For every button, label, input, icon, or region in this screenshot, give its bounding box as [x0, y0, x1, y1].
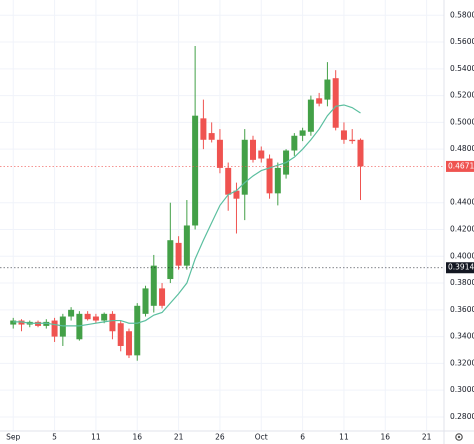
y-tick-label: 0.58000 [450, 10, 474, 19]
x-tick-label: 5 [52, 433, 57, 442]
gear-ring [455, 433, 463, 441]
candle-body [291, 135, 298, 151]
candle-body [43, 321, 50, 326]
candle-body [299, 130, 306, 136]
candle-body [92, 316, 99, 321]
x-tick-label: 26 [215, 433, 225, 442]
moving-average [13, 104, 361, 327]
candle-body [150, 265, 157, 306]
x-tick-label: 21 [422, 433, 432, 442]
candle-body [349, 139, 356, 142]
candle-body [125, 331, 132, 356]
candle-body [216, 139, 223, 168]
candle-body [35, 321, 42, 326]
settings-icon[interactable] [455, 433, 463, 441]
candle-body [159, 288, 166, 306]
price-label: 0.46711 [448, 161, 474, 170]
candle-body [142, 288, 149, 314]
candle-body [274, 167, 281, 194]
x-tick-label: Oct [255, 433, 268, 442]
candle-body [332, 78, 339, 128]
x-tick-label: 16 [132, 433, 142, 442]
price-label: 0.39143 [448, 263, 474, 272]
candle-body [109, 313, 116, 332]
candle-body [84, 313, 91, 320]
candle-body [134, 305, 141, 356]
candle-body [225, 167, 232, 195]
x-tick-label: 11 [339, 433, 349, 442]
price-label-box [446, 262, 474, 274]
price-label-box [446, 160, 474, 172]
candle-body [200, 118, 207, 140]
candle-body [167, 240, 174, 280]
x-tick-label: 11 [91, 433, 101, 442]
candle-body [101, 313, 108, 321]
candle-body [76, 313, 83, 340]
grid [0, 0, 444, 431]
gear-center [457, 435, 461, 439]
candle-body [340, 130, 347, 140]
candle-body [175, 242, 182, 266]
candle-body [324, 79, 331, 100]
candle-body [68, 309, 75, 317]
candle-body [51, 320, 58, 337]
x-tick-label: 16 [381, 433, 391, 442]
candle-body [258, 150, 265, 159]
plot-area [0, 46, 444, 361]
candle-body [233, 190, 240, 199]
candle-body [117, 323, 124, 346]
candle-body [316, 98, 323, 104]
candle-body [192, 115, 199, 226]
candle-body [241, 139, 248, 195]
candle-body [183, 225, 190, 266]
candle-body [357, 139, 364, 167]
x-tick-label: Sep [6, 433, 20, 442]
candle-body [18, 320, 25, 325]
candle-body [266, 158, 273, 194]
candle-body [59, 316, 66, 337]
candle-body [208, 133, 215, 140]
x-tick-label: 21 [174, 433, 184, 442]
candle-body [10, 320, 17, 325]
x-tick-label: 6 [300, 433, 305, 442]
candle-body [250, 139, 257, 160]
candle-body [307, 99, 314, 132]
